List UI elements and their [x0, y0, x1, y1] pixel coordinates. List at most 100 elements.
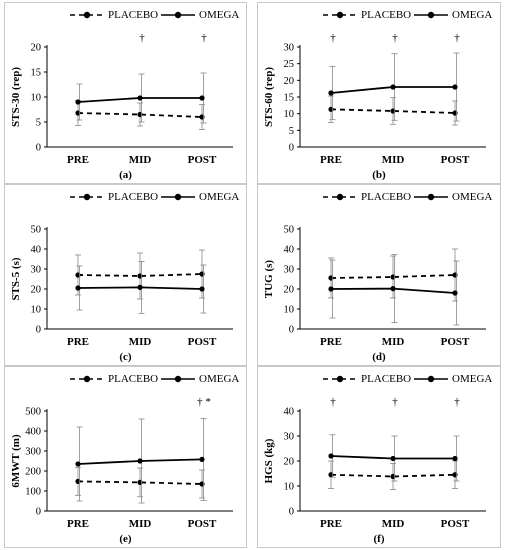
plot-f: 0 10 20 30 40 HGS (kg) PRE MID POST † † †	[263, 396, 486, 530]
significance-marker: †	[392, 396, 398, 408]
omega-point	[75, 285, 81, 291]
y-tick-label: 20	[31, 43, 42, 54]
y-tick-label: 15	[31, 68, 42, 79]
y-axis-label: HGS (kg)	[263, 438, 275, 483]
y-tick-label: 10	[284, 305, 295, 316]
x-tick-label: POST	[441, 336, 470, 348]
omega-point	[390, 286, 396, 292]
y-tick-label: 50	[31, 225, 42, 236]
legend: PLACEBO OMEGA	[5, 371, 246, 387]
omega-point	[137, 284, 143, 290]
omega-point	[390, 455, 396, 462]
x-tick-label: POST	[441, 154, 470, 166]
y-tick-label: 10	[284, 109, 295, 120]
legend-omega-line	[161, 375, 195, 383]
y-tick-label: 100	[25, 487, 41, 498]
y-tick-label: 40	[284, 245, 295, 256]
placebo-line	[330, 274, 456, 279]
legend-omega-label: OMEGA	[199, 9, 240, 21]
plot-a: 0 5 10 15 20 STS-30 (rep) PRE MID POST † †	[10, 32, 233, 166]
x-tick-label: POST	[188, 336, 217, 348]
chart-panel-c: PLACEBO OMEGA 0 10 20 30 40 50 STS-5 (s) PRE MID…	[4, 184, 247, 366]
significance-marker: †	[392, 32, 398, 44]
omega-point	[75, 461, 81, 467]
plot-d: 0 10 20 30 40 50 TUG (s) PRE MID POST	[263, 225, 486, 348]
omega-point	[328, 453, 334, 459]
x-tick-label: MID	[129, 154, 152, 166]
omega-point	[452, 84, 458, 90]
y-tick-label: 40	[31, 245, 42, 256]
legend-omega-label: OMEGA	[199, 373, 240, 385]
legend: PLACEBO OMEGA	[258, 371, 500, 387]
x-tick-label: POST	[441, 518, 470, 530]
y-tick-label: 40	[284, 407, 295, 418]
legend-omega-line	[414, 375, 448, 383]
legend-placebo-label: PLACEBO	[361, 373, 412, 385]
y-tick-label: 5	[36, 118, 41, 129]
chart-panel-e: PLACEBO OMEGA 0 100 200 300 400 500 6MWT (m) PR…	[4, 366, 247, 548]
y-tick-label: 0	[289, 325, 294, 336]
x-tick-label: PRE	[67, 154, 89, 166]
y-tick-label: 25	[284, 59, 295, 70]
y-tick-label: 10	[31, 305, 42, 316]
significance-marker: † *	[197, 396, 211, 408]
x-tick-label: POST	[188, 518, 217, 530]
legend-placebo-line	[70, 11, 104, 19]
x-tick-label: MID	[382, 154, 405, 166]
y-tick-label: 0	[36, 507, 41, 518]
chart-panel-f: PLACEBO OMEGA 0 10 20 30 40 HGS (kg) PRE MID POS…	[257, 366, 501, 548]
legend-omega-label: OMEGA	[452, 9, 493, 21]
legend-placebo-line	[323, 375, 357, 383]
x-tick-label: MID	[129, 336, 152, 348]
legend-placebo-line	[70, 193, 104, 201]
legend-placebo-line	[323, 11, 357, 19]
y-tick-label: 10	[31, 93, 42, 104]
panel-label-b: (b)	[372, 169, 386, 181]
legend: PLACEBO OMEGA	[5, 189, 246, 205]
chart-panel-b: PLACEBO OMEGA 0 5 10 15 20 25 30 STS-60 (rep) PR…	[257, 2, 501, 184]
panel-label-d: (d)	[372, 351, 386, 363]
y-tick-label: 200	[25, 467, 41, 478]
y-axis-label: STS-5 (s)	[10, 257, 22, 300]
legend: PLACEBO OMEGA	[258, 189, 500, 205]
omega-point	[452, 455, 458, 462]
x-tick-label: PRE	[320, 336, 342, 348]
placebo-line	[77, 480, 203, 485]
y-tick-label: 20	[31, 285, 42, 296]
omega-point	[137, 458, 143, 464]
y-tick-label: 0	[289, 143, 294, 154]
x-tick-label: MID	[129, 518, 152, 530]
legend-placebo-line	[70, 375, 104, 383]
significance-marker: †	[139, 32, 145, 44]
omega-point	[199, 456, 205, 462]
y-tick-label: 30	[284, 265, 295, 276]
omega-point	[452, 290, 458, 296]
legend-placebo-label: PLACEBO	[361, 9, 412, 21]
legend-omega-line	[414, 11, 448, 19]
y-tick-label: 0	[289, 507, 294, 518]
placebo-line	[330, 108, 456, 114]
omega-point	[75, 99, 81, 105]
y-axis-label: 6MWT (m)	[10, 434, 22, 488]
y-tick-label: 0	[36, 325, 41, 336]
placebo-line	[77, 273, 203, 277]
y-tick-label: 10	[284, 482, 295, 493]
x-tick-label: PRE	[320, 518, 342, 530]
panel-label-e: (e)	[119, 533, 132, 545]
y-tick-label: 5	[289, 126, 294, 137]
significance-marker: †	[330, 396, 336, 408]
y-tick-label: 20	[284, 285, 295, 296]
placebo-line	[77, 112, 203, 118]
panel-label-a: (a)	[119, 169, 132, 181]
plot-e: 0 100 200 300 400 500 6MWT (m) PRE MID POST † *	[10, 396, 233, 530]
y-tick-label: 0	[36, 143, 41, 154]
y-axis-label: TUG (s)	[263, 260, 275, 299]
chart-panel-a: PLACEBO OMEGA 0 5 10 15 20 STS-30 (rep) PRE MID…	[4, 2, 247, 184]
y-tick-label: 20	[284, 457, 295, 468]
legend-omega-line	[414, 193, 448, 201]
panel-label-c: (c)	[119, 351, 132, 363]
x-tick-label: MID	[382, 336, 405, 348]
significance-marker: †	[454, 396, 460, 408]
y-tick-label: 400	[25, 427, 41, 438]
x-tick-label: POST	[188, 154, 217, 166]
